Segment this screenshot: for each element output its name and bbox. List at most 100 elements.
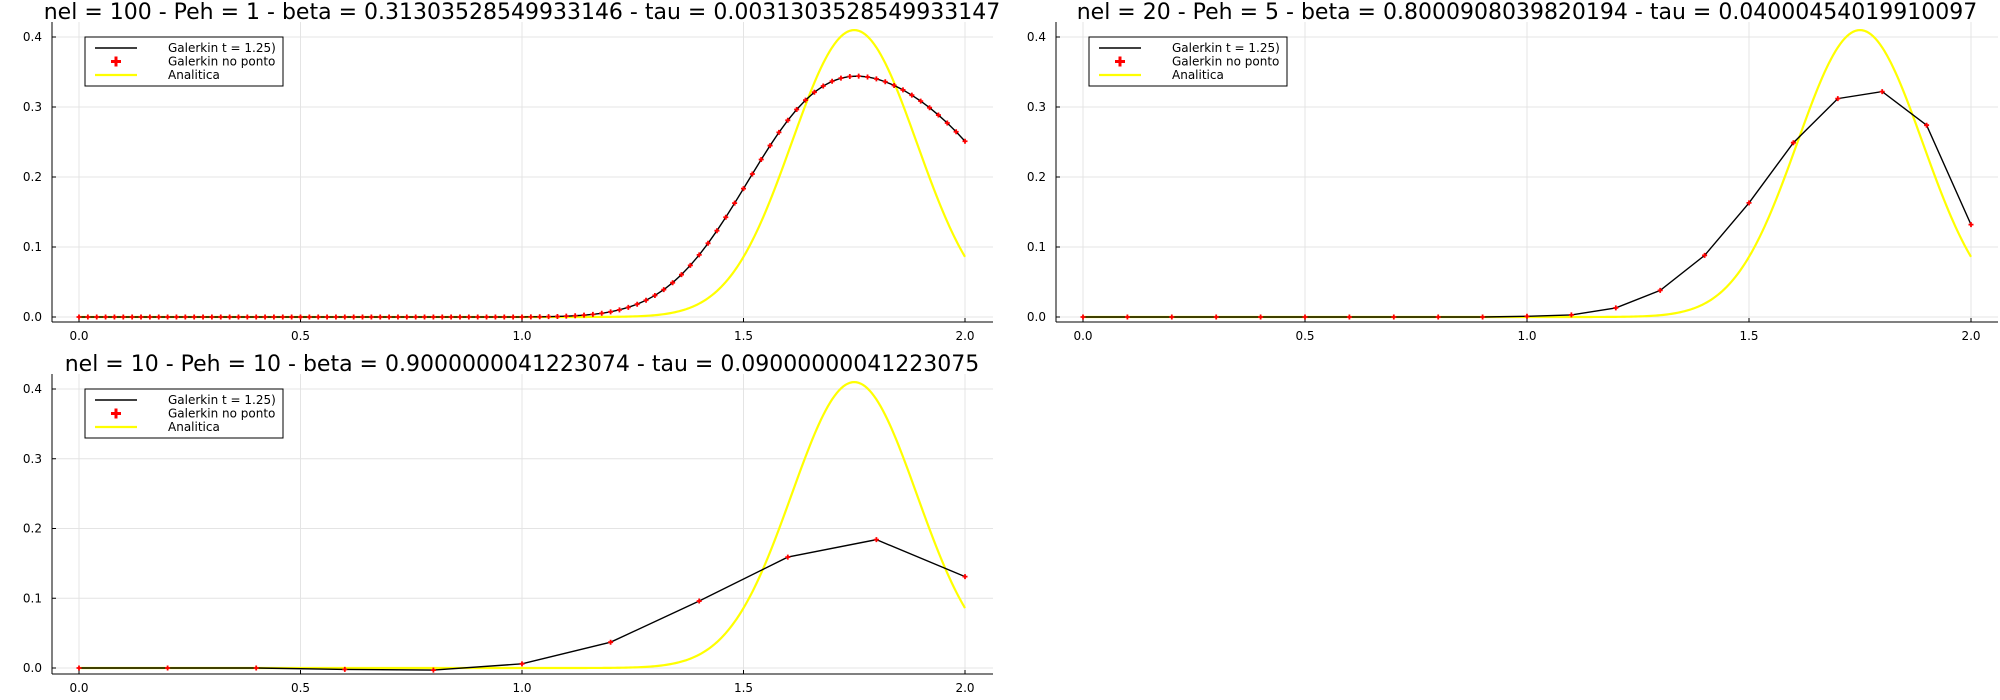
galerkin-no-ponto-marker <box>962 138 968 144</box>
galerkin-no-ponto-marker <box>315 314 321 320</box>
galerkin-no-ponto-marker <box>492 314 498 320</box>
galerkin-no-ponto-marker <box>147 314 153 320</box>
galerkin-no-ponto-marker <box>253 314 259 320</box>
galerkin-no-ponto-marker <box>519 661 525 667</box>
galerkin-no-ponto-marker <box>448 314 454 320</box>
x-tick-label: 0.5 <box>1295 329 1314 343</box>
galerkin-no-ponto-marker <box>918 98 924 104</box>
legend-label: Galerkin t = 1.25) <box>168 41 276 55</box>
galerkin-no-ponto-marker <box>129 314 135 320</box>
x-tick-label: 1.5 <box>734 329 753 343</box>
y-tick-label: 0.2 <box>23 170 42 184</box>
galerkin-no-ponto-marker <box>554 313 560 319</box>
galerkin-no-ponto-marker <box>785 554 791 560</box>
x-tick-label: 2.0 <box>955 329 974 343</box>
galerkin-no-ponto-marker <box>563 313 569 319</box>
galerkin-no-ponto-marker <box>625 304 631 310</box>
galerkin-no-ponto-marker <box>173 314 179 320</box>
galerkin-no-ponto-marker <box>1835 96 1841 102</box>
legend-label: Analitica <box>168 420 220 434</box>
galerkin-no-ponto-marker <box>430 667 436 673</box>
galerkin-no-ponto-marker <box>873 76 879 82</box>
galerkin-no-ponto-marker <box>723 214 729 220</box>
galerkin-no-ponto-marker <box>1258 314 1264 320</box>
galerkin-no-ponto-marker <box>510 314 516 320</box>
galerkin-no-ponto-marker <box>616 307 622 313</box>
galerkin-no-ponto-marker <box>333 314 339 320</box>
galerkin-no-ponto-marker <box>235 314 241 320</box>
galerkin-no-ponto-marker <box>927 105 933 111</box>
galerkin-no-ponto-marker <box>820 83 826 89</box>
galerkin-no-ponto-marker <box>94 314 100 320</box>
galerkin-no-ponto-marker <box>962 574 968 580</box>
y-tick-label: 0.0 <box>23 661 42 675</box>
galerkin-no-ponto-marker <box>298 314 303 320</box>
galerkin-no-ponto-marker <box>687 262 693 268</box>
galerkin-no-ponto-marker <box>900 87 906 93</box>
galerkin-no-ponto-marker <box>1124 314 1130 320</box>
galerkin-no-ponto-marker <box>1613 305 1619 311</box>
galerkin-no-ponto-marker <box>306 314 312 320</box>
galerkin-no-ponto-marker <box>1657 287 1663 293</box>
galerkin-no-ponto-marker <box>865 74 871 80</box>
galerkin-no-ponto-marker <box>262 314 268 320</box>
galerkin-no-ponto-marker <box>1924 122 1930 128</box>
galerkin-no-ponto-marker <box>103 314 109 320</box>
galerkin-no-ponto-marker <box>244 314 250 320</box>
legend-label: Galerkin no ponto <box>1172 55 1279 69</box>
galerkin-no-ponto-marker <box>342 666 348 672</box>
galerkin-no-ponto-marker <box>156 314 162 320</box>
galerkin-no-ponto-marker <box>484 314 490 320</box>
legend-label: Galerkin no ponto <box>168 407 275 421</box>
galerkin-no-ponto-marker <box>696 252 702 258</box>
galerkin-no-ponto-marker <box>741 186 746 192</box>
legend-swatch <box>1115 56 1125 67</box>
x-tick-label: 0.0 <box>1073 329 1092 343</box>
galerkin-no-ponto-marker <box>767 143 773 149</box>
galerkin-no-ponto-marker <box>634 301 640 307</box>
galerkin-no-ponto-marker <box>165 665 171 671</box>
galerkin-no-ponto-marker <box>191 314 197 320</box>
subplot-peh-5: nel = 20 - Peh = 5 - beta = 0.8000908039… <box>1027 0 1998 343</box>
galerkin-no-ponto-marker <box>705 240 711 246</box>
x-tick-label: 1.5 <box>734 681 753 695</box>
galerkin-no-ponto-marker <box>1169 314 1175 320</box>
galerkin-no-ponto-marker <box>811 89 817 95</box>
galerkin-no-ponto-marker <box>1213 314 1219 320</box>
galerkin-no-ponto-marker <box>457 314 463 320</box>
galerkin-no-ponto-marker <box>528 314 534 320</box>
galerkin-no-ponto-marker <box>85 314 91 320</box>
galerkin-no-ponto-marker <box>1568 312 1574 318</box>
galerkin-no-ponto-marker <box>599 310 605 316</box>
galerkin-no-ponto-marker <box>289 314 295 320</box>
galerkin-no-ponto-marker <box>1391 314 1397 320</box>
x-tick-label: 2.0 <box>1961 329 1980 343</box>
x-tick-label: 2.0 <box>955 681 974 695</box>
chart-title: nel = 100 - Peh = 1 - beta = 0.313035285… <box>44 0 1001 25</box>
galerkin-no-ponto-marker <box>324 314 330 320</box>
galerkin-no-ponto-marker <box>351 314 357 320</box>
x-tick-label: 1.0 <box>512 329 531 343</box>
legend: Galerkin t = 1.25)Galerkin no pontoAnali… <box>84 388 284 439</box>
galerkin-no-ponto-marker <box>572 313 578 319</box>
legend-box <box>1088 36 1288 87</box>
x-tick-label: 1.5 <box>1739 329 1758 343</box>
legend-label: Analitica <box>1172 68 1224 82</box>
legend-label: Galerkin no ponto <box>168 55 275 69</box>
galerkin-no-ponto-marker <box>696 598 702 604</box>
galerkin-no-ponto-marker <box>608 309 614 315</box>
galerkin-no-ponto-marker <box>439 314 445 320</box>
galerkin-no-ponto-marker <box>935 112 941 118</box>
galerkin-no-ponto-marker <box>678 272 684 278</box>
galerkin-no-ponto-marker <box>466 314 472 320</box>
galerkin-no-ponto-marker <box>1302 314 1308 320</box>
galerkin-no-ponto-marker <box>1346 314 1352 320</box>
legend-label: Galerkin t = 1.25) <box>1172 41 1280 55</box>
galerkin-no-ponto-marker <box>1790 140 1796 146</box>
galerkin-no-ponto-marker <box>776 129 782 135</box>
galerkin-no-ponto-marker <box>76 314 82 320</box>
galerkin-no-ponto-marker <box>209 314 215 320</box>
y-tick-label: 0.4 <box>1027 30 1046 44</box>
galerkin-no-ponto-marker <box>120 314 126 320</box>
